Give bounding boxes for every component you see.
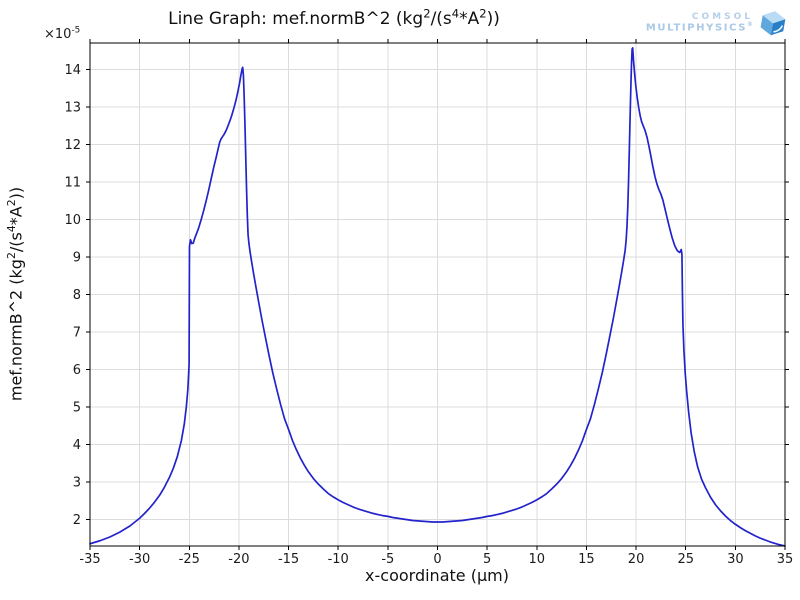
y-tick-label-7: 7 [73,325,81,340]
y-tick-label-9: 9 [73,251,81,266]
x-tick-label--10: -10 [328,552,349,567]
x-tick-label-35: 35 [777,552,794,567]
x-axis-label: x-coordinate (µm) [365,566,509,585]
x-tick-label--30: -30 [129,552,150,567]
comsol-logo-line1: COMSOL [691,11,753,22]
comsol-logo-line2: MULTIPHYSICS® [645,21,753,34]
comsol-logo: COMSOL MULTIPHYSICS® [646,8,788,38]
x-tick-label--5: -5 [381,552,394,567]
x-tick-label--35: -35 [79,552,100,567]
registered-mark: ® [747,21,753,29]
comsol-cube-icon [760,11,786,36]
x-tick-label--25: -25 [179,552,200,567]
x-tick-label-0: 0 [433,552,441,567]
y-tick-label-10: 10 [64,213,81,228]
x-tick-label-25: 25 [677,552,694,567]
chart-title: Line Graph: mef.normB^2 (kg2/(s4*A2)) [168,6,500,29]
comsol-logo-text: COMSOL MULTIPHYSICS® [646,12,753,34]
y-tick-label-14: 14 [64,63,81,78]
x-tick-label-5: 5 [483,552,491,567]
y-axis-exponent: ×10-5 [44,25,81,42]
y-tick-label-4: 4 [73,438,81,453]
x-tick-label-30: 30 [727,552,744,567]
y-tick-label-11: 11 [64,176,81,191]
x-tick-label-10: 10 [529,552,546,567]
y-tick-label-12: 12 [64,138,81,153]
y-tick-label-3: 3 [73,475,81,490]
x-tick-label--20: -20 [228,552,249,567]
x-tick-label-15: 15 [578,552,595,567]
series-line [89,47,786,547]
y-tick-label-13: 13 [64,101,81,116]
y-tick-label-6: 6 [73,363,81,378]
x-tick-label-20: 20 [628,552,645,567]
x-tick-label--15: -15 [278,552,299,567]
y-tick-label-5: 5 [73,400,81,415]
y-tick-label-2: 2 [73,513,81,528]
y-axis-label: mef.normB^2 (kg2/(s4*A2)) [5,186,26,402]
y-tick-label-8: 8 [73,288,81,303]
